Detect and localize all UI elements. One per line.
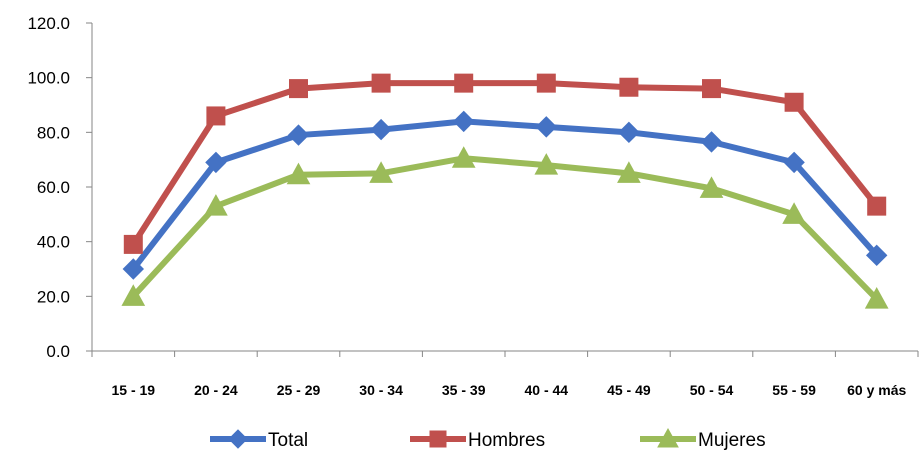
data-point-triangle [286, 162, 311, 185]
chart-axes [91, 23, 918, 352]
series-group [121, 73, 889, 309]
data-point-triangle [699, 176, 724, 198]
data-point-square [867, 196, 887, 216]
data-point-square [371, 73, 391, 93]
x-axis-ticks: 15 - 19 20 - 24 25 - 29 30 - 34 35 - 39 40 - … [91, 351, 919, 398]
data-point-triangle [534, 153, 559, 175]
y-tick-label: 60.0 [37, 178, 70, 197]
series-line [130, 80, 880, 248]
legend-label: Total [268, 430, 308, 451]
data-point-triangle [204, 194, 228, 216]
series-line [130, 155, 880, 303]
series-mujeres [121, 146, 889, 309]
x-tick-label: 50 - 54 [690, 382, 734, 398]
data-point-diamond [287, 124, 310, 146]
legend-marker-square [429, 430, 447, 448]
x-tick-label: 20 - 24 [194, 382, 238, 398]
series-hombres [123, 73, 887, 254]
x-tick-label: 40 - 44 [525, 382, 569, 398]
data-point-diamond [535, 116, 558, 138]
legend-marker-triangle [657, 427, 679, 448]
y-tick-label: 120.0 [27, 14, 70, 33]
legend-item-mujeres: Mujeres [640, 427, 766, 451]
x-tick-label: 45 - 49 [607, 382, 651, 398]
legend-label: Hombres [468, 430, 545, 451]
data-point-triangle [121, 284, 146, 306]
series-total [122, 110, 888, 280]
data-point-triangle [451, 146, 476, 168]
data-point-square [619, 77, 639, 97]
series-line [130, 118, 880, 272]
legend: Total Hombres Mujeres [210, 427, 766, 451]
x-tick-label: 25 - 29 [277, 382, 321, 398]
data-point-diamond [205, 151, 227, 174]
x-tick-label: 15 - 19 [112, 382, 156, 398]
data-point-square [702, 79, 721, 99]
data-point-diamond [452, 110, 475, 133]
data-point-triangle [617, 161, 641, 183]
data-point-diamond [370, 118, 392, 141]
legend-item-total: Total [210, 429, 308, 451]
y-tick-label: 80.0 [37, 123, 70, 142]
legend-marker-diamond [228, 429, 248, 449]
data-point-diamond [865, 244, 888, 267]
data-point-square [289, 79, 308, 99]
data-point-triangle [782, 202, 806, 224]
data-point-diamond [783, 151, 805, 174]
data-point-square [536, 73, 556, 93]
legend-item-hombres: Hombres [410, 430, 545, 451]
x-tick-label: 30 - 34 [359, 382, 403, 398]
x-tick-label: 35 - 39 [442, 382, 486, 398]
data-point-square [206, 106, 226, 126]
data-point-diamond [618, 121, 640, 144]
y-tick-label: 40.0 [37, 233, 70, 252]
data-point-diamond [122, 258, 145, 280]
legend-label: Mujeres [698, 430, 766, 451]
y-tick-label: 100.0 [27, 69, 70, 88]
data-point-square [454, 73, 474, 93]
y-tick-label: 0.0 [46, 342, 70, 361]
x-tick-label: 60 y más [847, 382, 906, 398]
data-point-triangle [864, 287, 889, 309]
y-axis-ticks: 0.0 20.0 40.0 60.0 80.0 100.0 120.0 [27, 14, 92, 361]
data-point-square [784, 92, 804, 112]
data-point-diamond [700, 131, 723, 153]
x-tick-label: 55 - 59 [772, 382, 816, 398]
data-point-triangle [369, 161, 393, 183]
y-tick-label: 20.0 [37, 287, 70, 306]
data-point-square [123, 234, 143, 254]
